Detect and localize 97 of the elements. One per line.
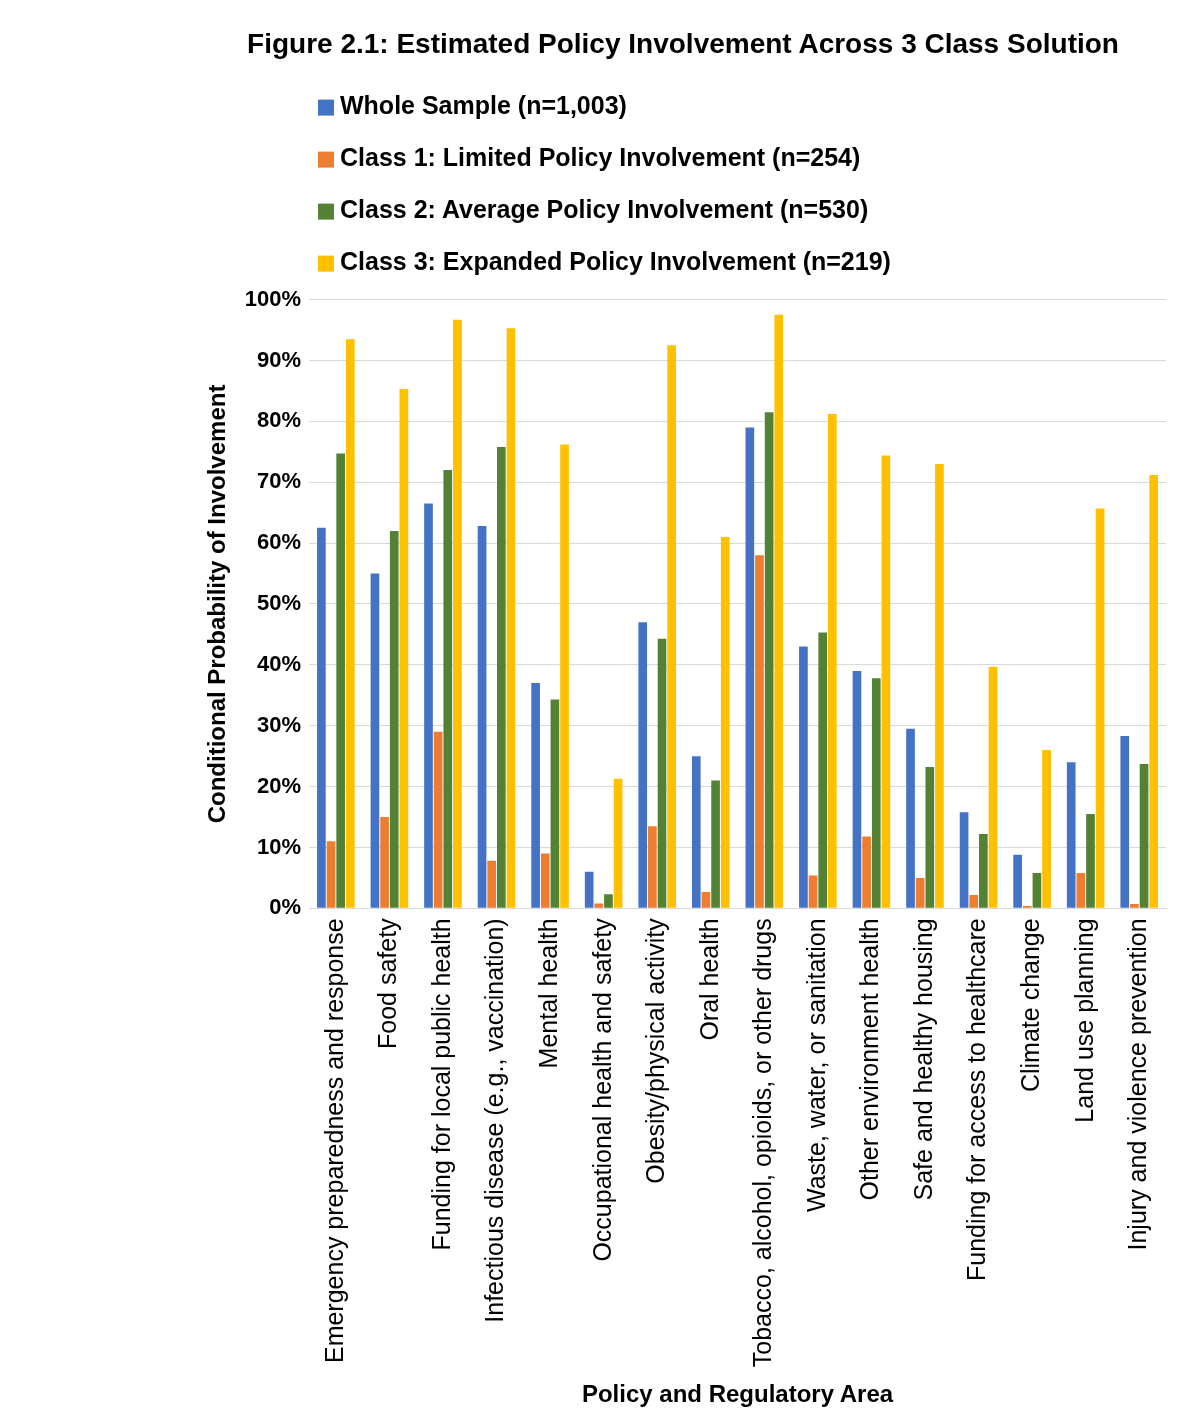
bar xyxy=(540,853,550,908)
x-tick-label: Other environment health xyxy=(855,918,884,1201)
x-tick-label: Climate change xyxy=(1015,918,1044,1093)
bar xyxy=(1042,750,1051,908)
bar xyxy=(691,756,701,908)
x-tick-label: Safe and healthy housing xyxy=(908,918,937,1201)
y-tick-label: 0% xyxy=(269,894,302,920)
bar xyxy=(531,683,540,908)
y-tick-label: 70% xyxy=(257,468,302,494)
y-tick-label: 30% xyxy=(257,711,302,737)
bar xyxy=(399,389,409,908)
x-tick-label: Waste, water, or sanitation xyxy=(801,918,830,1212)
bar xyxy=(389,530,399,908)
bar xyxy=(345,339,355,908)
bar xyxy=(560,444,569,908)
bar xyxy=(818,632,828,908)
bar xyxy=(477,526,487,908)
x-tick-label: Mental health xyxy=(533,918,562,1069)
x-tick-label: Occupational health and safety xyxy=(587,917,616,1262)
x-tick-label: Tobacco, alcohol, opioids, or other drugs xyxy=(748,918,777,1368)
bar xyxy=(906,728,915,908)
bar xyxy=(584,871,594,908)
x-tick-label: Food safety xyxy=(373,917,402,1049)
bar xyxy=(979,834,988,908)
bar xyxy=(701,891,711,908)
bar xyxy=(871,678,881,908)
bar xyxy=(1066,762,1076,908)
bar xyxy=(604,894,613,908)
bar xyxy=(594,903,604,908)
y-tick-label: 50% xyxy=(257,590,302,616)
bar xyxy=(969,894,979,908)
bar xyxy=(1149,474,1159,908)
bar xyxy=(881,455,891,908)
y-tick-label: 10% xyxy=(257,833,302,859)
bar xyxy=(1095,508,1105,908)
y-tick-label: 20% xyxy=(257,772,302,798)
chart-title: Figure 2.1: Estimated Policy Involvement Across 3 Class Solution xyxy=(247,27,1119,59)
bar xyxy=(1032,873,1042,908)
bar xyxy=(720,537,730,908)
bar xyxy=(774,314,784,908)
bar xyxy=(808,875,818,908)
bar xyxy=(648,826,657,908)
bar xyxy=(852,670,862,908)
bar xyxy=(827,414,837,908)
bar xyxy=(667,345,676,908)
x-tick-label: Funding for access to healthcare xyxy=(962,918,991,1282)
y-tick-label: 80% xyxy=(257,407,302,433)
bar xyxy=(380,817,389,908)
x-tick-label: Land use planning xyxy=(1069,918,1098,1123)
bar xyxy=(1013,854,1022,908)
bar xyxy=(1139,764,1149,908)
bar xyxy=(988,666,998,908)
bar xyxy=(935,463,944,908)
bar xyxy=(925,767,935,908)
bar xyxy=(613,778,623,908)
x-tick-label: Oral health xyxy=(694,918,723,1041)
bar xyxy=(453,319,462,908)
bar xyxy=(370,573,380,908)
y-axis-title: Conditional Probability of Involvement xyxy=(203,384,231,824)
bar xyxy=(1120,736,1130,908)
x-tick-label: Injury and violence prevention xyxy=(1123,918,1152,1251)
bar xyxy=(764,412,774,908)
bar xyxy=(317,527,326,908)
x-tick-label: Funding for local public health xyxy=(426,918,455,1251)
legend-label: Whole Sample (n=1,003) xyxy=(340,91,627,120)
bar xyxy=(657,638,667,908)
bar xyxy=(443,470,453,908)
bar xyxy=(799,646,808,908)
bar xyxy=(326,841,336,908)
legend-label: Class 2: Average Policy Involvement (n=530) xyxy=(340,195,869,224)
bar xyxy=(424,503,433,908)
bar xyxy=(1086,813,1095,908)
bar xyxy=(487,860,497,908)
bar xyxy=(745,427,755,908)
bar xyxy=(497,446,506,908)
legend-label: Class 3: Expanded Policy Involvement (n=219) xyxy=(340,247,891,276)
bar xyxy=(506,328,516,908)
bar xyxy=(433,731,443,908)
bar xyxy=(1076,873,1086,908)
bar xyxy=(336,453,346,908)
legend-label: Class 1: Limited Policy Involvement (n=254) xyxy=(340,143,861,172)
y-tick-label: 90% xyxy=(257,346,302,372)
bar xyxy=(550,699,560,908)
bar xyxy=(915,877,925,908)
x-tick-label: Infectious disease (e.g., vaccination) xyxy=(480,918,509,1323)
bar xyxy=(1130,904,1139,908)
bar xyxy=(862,836,871,908)
bar xyxy=(638,622,648,908)
x-tick-label: Obesity/physical activity xyxy=(641,917,670,1184)
bar xyxy=(959,812,969,908)
x-axis-title: Policy and Regulatory Area xyxy=(581,1380,894,1408)
x-tick-label: Emergency preparedness and response xyxy=(319,918,348,1364)
y-tick-label: 60% xyxy=(257,529,302,555)
y-tick-label: 40% xyxy=(257,650,302,676)
bar xyxy=(755,555,764,908)
y-tick-label: 100% xyxy=(244,285,302,311)
bar xyxy=(711,780,720,908)
